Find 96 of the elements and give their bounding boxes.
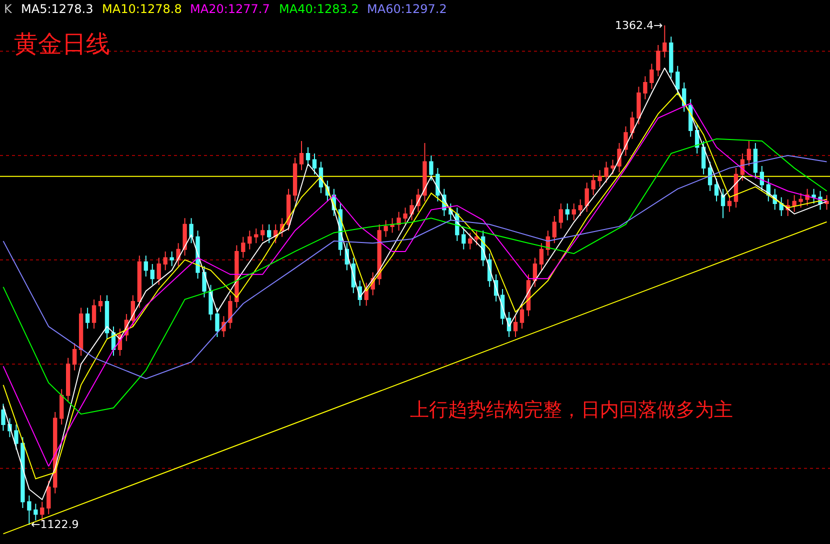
candlestick [384, 220, 388, 238]
candlestick [286, 188, 291, 232]
candlestick [202, 266, 206, 298]
candlestick [208, 284, 213, 321]
text: MA40:1283.2 [279, 2, 359, 16]
candlestick [578, 198, 582, 217]
candlestick [14, 424, 18, 450]
candlestick [156, 257, 161, 286]
candlestick [676, 65, 680, 96]
candlestick [462, 228, 466, 250]
candlestick [558, 203, 563, 230]
candlestick [792, 194, 796, 212]
text: MA5:1278.3 [21, 2, 94, 16]
candlestick [267, 224, 272, 244]
candlestick [734, 168, 738, 208]
annotation: 1362.4→ [615, 19, 663, 32]
candlestick [60, 388, 64, 426]
candlestick [520, 303, 524, 330]
candlestick [708, 161, 712, 192]
candlestick [812, 188, 816, 204]
candlestick [539, 242, 544, 271]
text: MA20:1277.7 [190, 2, 270, 16]
candlestick [753, 142, 758, 179]
candlestick [591, 174, 596, 196]
candlestick [46, 480, 51, 515]
candlestick [1, 403, 6, 432]
candlestick [144, 255, 148, 277]
candlestick [306, 146, 310, 166]
candlestick [40, 501, 44, 521]
candlestick [215, 307, 220, 338]
candlestick [720, 188, 726, 219]
candlestick [403, 207, 408, 225]
candlestick [584, 182, 589, 212]
candlestick [66, 357, 70, 402]
candlestick [714, 178, 719, 202]
candlestick [617, 142, 622, 173]
candlestick [260, 224, 265, 242]
text: MA60:1297.2 [367, 2, 447, 16]
candlestick [572, 203, 576, 221]
candlestick [104, 294, 110, 340]
candlestick [248, 230, 252, 250]
candlestick [27, 494, 32, 526]
candlestick [429, 155, 434, 182]
candlestick [234, 244, 239, 308]
candlestick [78, 307, 84, 356]
text: K [4, 2, 13, 16]
candlestick [20, 436, 25, 508]
candlestick [604, 161, 608, 184]
candlestick [727, 194, 732, 212]
candlestick [474, 230, 479, 246]
candlestick [150, 263, 154, 286]
candlestick [170, 250, 174, 267]
candlestick [254, 228, 258, 244]
candlestick [650, 63, 654, 90]
candlestick [312, 152, 317, 175]
candlestick [98, 294, 103, 312]
candlestick [610, 159, 615, 175]
text: MA10:1278.8 [102, 2, 182, 16]
candlestick [92, 298, 96, 330]
candlestick [163, 250, 168, 271]
candlestick [798, 192, 803, 208]
candlestick [299, 140, 304, 171]
candlestick [598, 170, 602, 188]
candlestick [701, 140, 706, 175]
candlestick [85, 307, 90, 330]
candlestick [662, 24, 667, 58]
candlestick [34, 503, 38, 521]
candlestick [189, 218, 194, 244]
candlestick [137, 255, 142, 308]
candlestick [669, 36, 674, 79]
candlestick [824, 194, 829, 210]
chart-title: 黄金日线 [14, 30, 110, 58]
candlestick [532, 257, 538, 288]
candlestick [176, 242, 180, 267]
candlestick [636, 86, 641, 125]
candlestick [241, 236, 246, 258]
candlestick [396, 211, 401, 232]
candlestick [656, 44, 660, 77]
candlestick [565, 203, 570, 221]
candlestick [422, 142, 427, 202]
candlestick [552, 216, 556, 244]
candlestick [779, 196, 784, 217]
candlestick [72, 342, 77, 371]
candlestick [468, 232, 472, 250]
candlestick [182, 218, 187, 256]
candlestick [436, 168, 440, 202]
candlestick [746, 140, 752, 166]
annotation: ←1122.9 [31, 518, 79, 531]
candlestick [410, 198, 414, 221]
candlestick [228, 294, 232, 330]
annotation: 上行趋势结构完整，日内回落做多为主 [410, 399, 733, 421]
candlestick [643, 76, 648, 100]
candlestick [760, 165, 764, 192]
candlestick [630, 111, 634, 140]
candlestick [292, 157, 298, 202]
candlestick [513, 316, 518, 338]
